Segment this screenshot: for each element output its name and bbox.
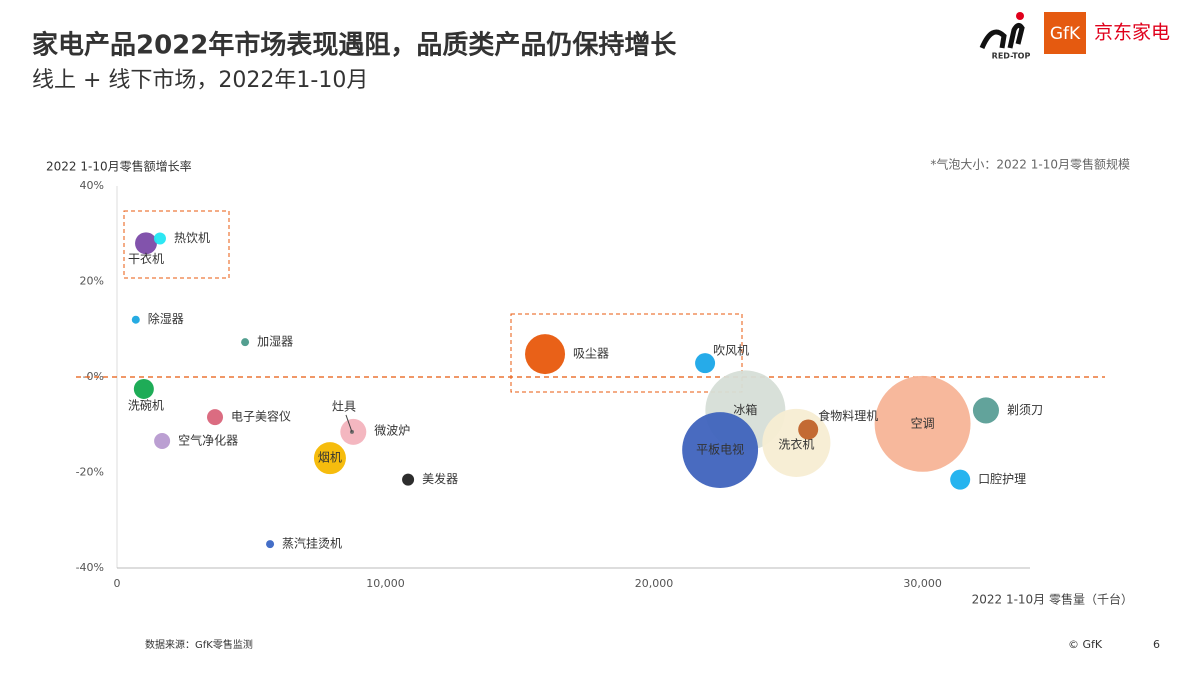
bubble-label: 干衣机	[128, 251, 164, 266]
y-axis-title: 2022 1-10月零售额增长率	[46, 159, 192, 174]
bubble-label: 烟机	[318, 451, 342, 465]
bubble-label: 电子美容仪	[231, 409, 291, 424]
bubble	[682, 412, 759, 489]
bubble	[135, 232, 157, 255]
bubble	[950, 469, 971, 490]
bubble	[972, 397, 999, 424]
bubble	[153, 232, 166, 245]
bubble-label: 平板电视	[696, 442, 744, 457]
bubble-label: 空调	[911, 416, 935, 430]
bubble	[525, 334, 566, 375]
highlight-box	[123, 210, 230, 279]
leader-line	[345, 414, 353, 433]
bubble	[313, 442, 346, 475]
x-tick-label: 0	[114, 577, 121, 590]
bubble-label: 口腔护理	[978, 471, 1026, 486]
logo-gfk: GfK	[1050, 24, 1081, 44]
source: 数据来源：GfK零售监测	[145, 638, 253, 651]
bubble	[131, 315, 140, 324]
bubble-label: 微波炉	[374, 423, 410, 437]
copyright: © GfK	[1068, 638, 1103, 651]
size-note: *气泡大小：2022 1-10月零售额规模	[930, 157, 1130, 172]
chart-subtitle: 线上 + 线下市场，2022年1-10月	[32, 68, 368, 93]
x-tick-label: 20,000	[635, 577, 674, 590]
bubble	[154, 432, 171, 449]
logo-dot	[1016, 12, 1024, 20]
y-tick-label: -20%	[76, 466, 104, 479]
bubble-label: 加湿器	[257, 334, 293, 349]
x-axis-title: 2022 1-10月 零售量（千台）	[972, 592, 1133, 607]
chart-title: 家电产品2022年市场表现遇阻，品质类产品仍保持增长	[32, 30, 677, 61]
y-tick-label: 20%	[80, 275, 104, 288]
bubble-label: 冰箱	[733, 402, 757, 417]
bubble-label: 除湿器	[148, 311, 184, 326]
bubble-label: 美发器	[422, 471, 458, 486]
highlight-box	[510, 313, 743, 393]
logo-text: RED-TOP	[992, 52, 1031, 61]
bubble	[798, 419, 819, 440]
y-tick-label: 40%	[80, 179, 104, 192]
bubble-label: 蒸汽挂烫机	[282, 536, 342, 551]
page-number: 6	[1153, 638, 1160, 651]
bubble	[207, 409, 224, 426]
y-tick-label: -40%	[76, 561, 104, 574]
bubble	[695, 353, 716, 374]
bubble-label: 剃须刀	[1007, 403, 1043, 417]
bubble-label: 吸尘器	[573, 347, 609, 361]
bubble-label: 热饮机	[174, 231, 210, 245]
bubble-label: 食物料理机	[818, 408, 878, 423]
logo-mark	[979, 22, 1025, 50]
x-tick-label: 30,000	[903, 577, 942, 590]
x-tick-label: 10,000	[366, 577, 405, 590]
bubble-label: 吹风机	[713, 344, 749, 358]
logo-gfk-box	[1044, 12, 1086, 54]
bubble	[266, 540, 275, 549]
bubble-label: 洗衣机	[778, 436, 814, 451]
bubble	[402, 473, 415, 486]
bubble-label: 灶具	[332, 399, 356, 413]
logo-jd: 京东家电	[1094, 22, 1170, 44]
bubble	[241, 338, 250, 347]
logo-redtop: RED-TOP	[979, 12, 1031, 61]
bubble-label: 空气净化器	[178, 432, 238, 447]
bubble-label: 洗碗机	[128, 397, 164, 412]
bubble	[133, 378, 154, 399]
y-tick-label: -0%	[83, 370, 104, 383]
bubble	[874, 375, 971, 472]
